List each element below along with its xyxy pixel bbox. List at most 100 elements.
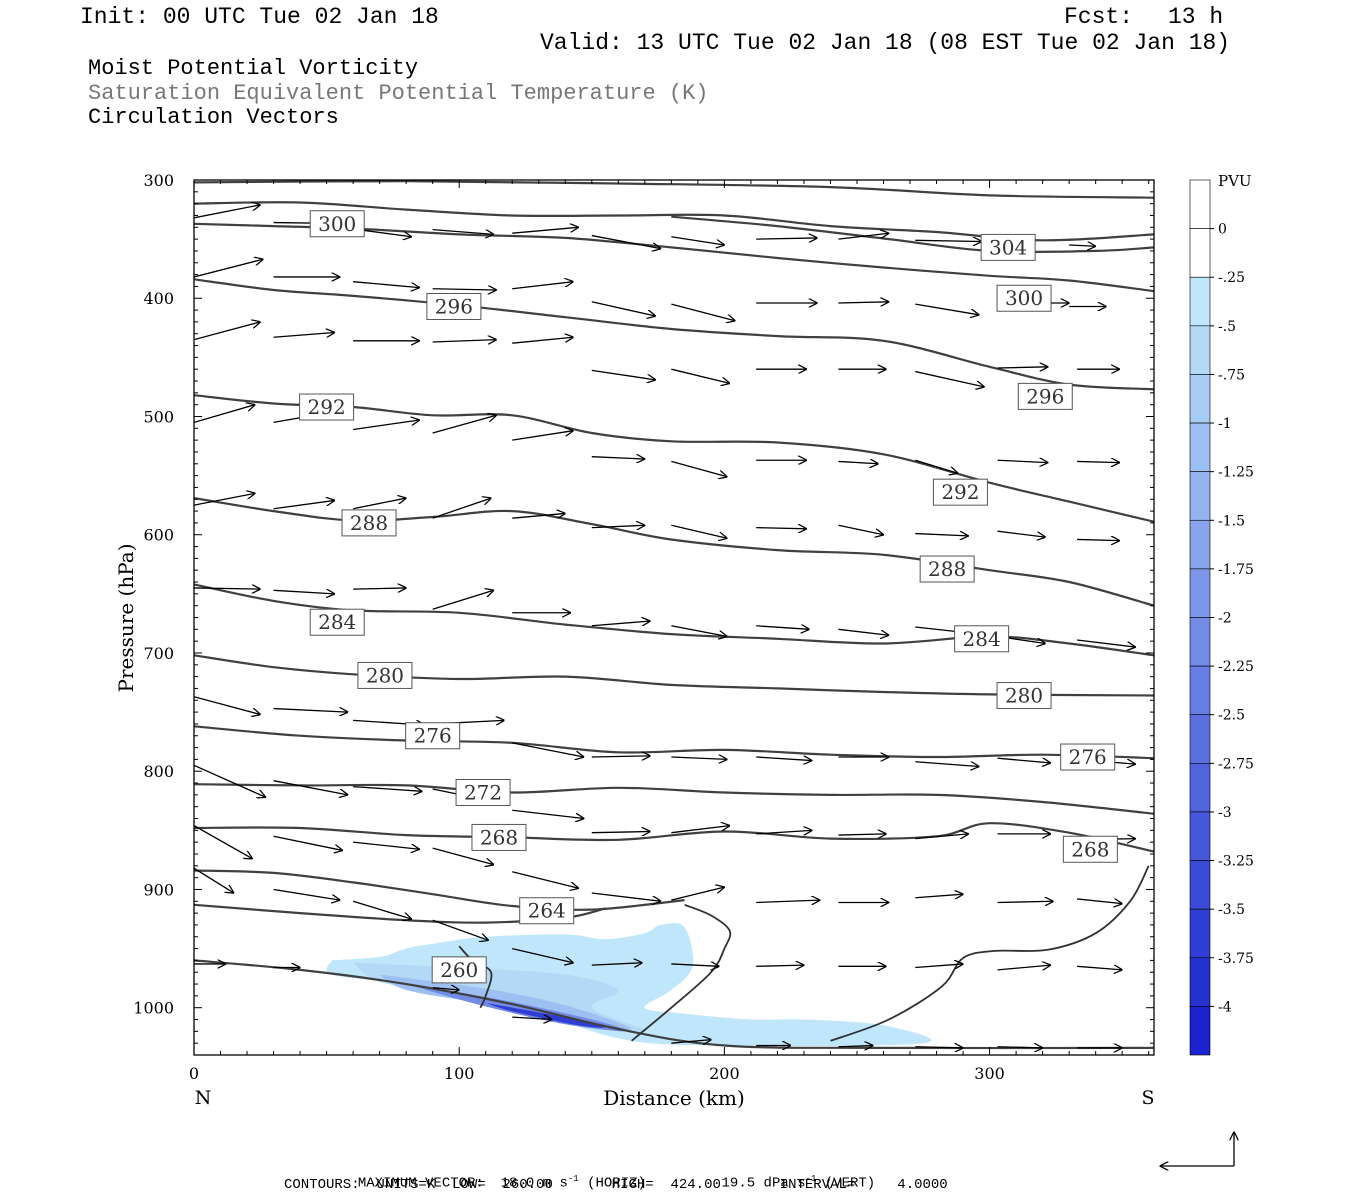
- contour-label: 292: [308, 395, 346, 419]
- circulation-vector: [838, 1046, 872, 1047]
- circulation-vector: [432, 289, 497, 290]
- circulation-vector: [512, 431, 573, 441]
- vert-tag: (VERT): [824, 1175, 876, 1192]
- circulation-vector: [591, 234, 661, 249]
- contour-label: 276: [414, 724, 452, 748]
- circulation-vector: [194, 405, 255, 424]
- footer-max-vector: MAXIMUM VECTOR: 18.0 m s-1 (HORIZ) 19.5 …: [341, 1158, 875, 1192]
- circulation-vector: [1077, 461, 1119, 462]
- circulation-vector: [997, 1047, 1043, 1048]
- circulation-vector: [194, 825, 252, 859]
- circulation-vector: [591, 963, 642, 965]
- circulation-vector: [756, 626, 809, 630]
- circulation-vector: [352, 900, 411, 919]
- colorbar-label: -.5: [1218, 319, 1236, 335]
- forecast-hour: 13 h: [1168, 4, 1224, 30]
- x-axis-label: Distance (km): [603, 1086, 745, 1110]
- y-tick-label: 300: [143, 171, 174, 190]
- circulation-vector: [273, 500, 335, 510]
- contour-label: 288: [350, 511, 388, 535]
- contour-label: 268: [1071, 837, 1109, 861]
- circulation-vector: [756, 900, 820, 902]
- horiz-tag: (HORIZ): [587, 1175, 646, 1192]
- colorbar-title: PVU: [1218, 172, 1252, 190]
- circulation-vector: [915, 964, 963, 968]
- circulation-vector: [756, 528, 806, 529]
- circulation-vector: [838, 233, 888, 240]
- circulation-vector: [432, 919, 489, 940]
- colorbar-swatch: [1189, 665, 1211, 716]
- circulation-vector: [591, 301, 656, 316]
- circulation-vector: [512, 809, 584, 818]
- colorbar-label: -4: [1218, 999, 1232, 1015]
- colorbar-label: -2.75: [1218, 756, 1254, 772]
- circulation-vector: [671, 368, 729, 383]
- circulation-vector: [432, 590, 494, 610]
- circulation-vector: [838, 628, 888, 635]
- contour-line-0: [194, 959, 1154, 1050]
- vert-exponent: -1: [805, 1174, 817, 1184]
- colorbar-swatch: [1189, 228, 1211, 278]
- circulation-vector: [432, 498, 491, 519]
- colorbar-swatch: [1189, 325, 1211, 375]
- footer-contours: CONTOURS: UNITS=K LOW= 260.00 HIGH= 424.…: [284, 1177, 948, 1193]
- circulation-vector: [997, 530, 1046, 537]
- circulation-vector: [273, 835, 343, 850]
- circulation-vector: [838, 834, 886, 835]
- contour-line-4: [194, 783, 1154, 815]
- y-axis-label: Pressure (hPa): [114, 544, 138, 693]
- circulation-vector: [353, 588, 406, 589]
- contour-line-21: [671, 215, 1154, 254]
- circulation-vector: [915, 894, 963, 898]
- contour-label: 288: [928, 557, 966, 581]
- colorbar-label: -3.25: [1218, 854, 1254, 870]
- circulation-vector: [671, 236, 724, 245]
- circulation-vector: [915, 240, 981, 241]
- circulation-vector: [1077, 898, 1122, 904]
- contour-label: 280: [1005, 684, 1043, 708]
- circulation-vector: [432, 340, 497, 342]
- contour-label-box: [309, 608, 365, 636]
- colorbar-label: -1.25: [1218, 465, 1254, 481]
- contour-label-box: [471, 823, 527, 851]
- colorbar-swatch: [1189, 471, 1211, 521]
- circulation-vector: [194, 493, 255, 506]
- circulation-vector: [591, 756, 650, 757]
- circulation-vector: [591, 457, 645, 459]
- circulation-vector: [194, 867, 234, 893]
- contour-label-box: [299, 393, 355, 421]
- init-time: Init: 00 UTC Tue 02 Jan 18: [80, 4, 439, 30]
- colorbar-label: -1: [1218, 416, 1232, 432]
- contour-label: 304: [989, 235, 1027, 259]
- circulation-vector: [915, 303, 979, 315]
- circulation-vector: [432, 847, 494, 865]
- contour-label: 280: [366, 663, 404, 687]
- contour-label: 272: [464, 781, 502, 805]
- circulation-vector: [352, 498, 406, 510]
- axes-layer: 0 100 200 300 300 400 500 600 700 800 900 1000: [133, 171, 1155, 1083]
- contour-label-box: [431, 956, 487, 984]
- circulation-vector: [353, 281, 419, 288]
- circulation-vector: [194, 764, 266, 797]
- circulation-vector: [512, 282, 573, 290]
- circulation-vector: [915, 534, 968, 536]
- colorbar: 0 -.25 -.5 -.75 -1 -1.25 -1.5 -1.75 -2 -2.25 -2.5 -…: [1189, 179, 1254, 1056]
- colorbar-swatch: [1189, 519, 1211, 570]
- circulation-vector: [591, 832, 650, 833]
- circulation-vector: [512, 1017, 552, 1019]
- x-tick-label: 100: [444, 1064, 475, 1083]
- pv-shading-layer: [326, 923, 932, 1046]
- circulation-vector: [997, 757, 1051, 763]
- colorbar-label: -2: [1218, 611, 1232, 627]
- circulation-vector: [671, 757, 727, 759]
- contour-label-box: [1060, 743, 1116, 771]
- contour-line-15: [194, 278, 1154, 391]
- contour-label: 264: [528, 899, 566, 923]
- contour-label: 276: [1069, 745, 1107, 769]
- colorbar-label: -3: [1218, 805, 1232, 821]
- circulation-vector: [353, 841, 419, 849]
- colorbar-label: -1.75: [1218, 562, 1254, 578]
- circulation-vector: [915, 1047, 963, 1048]
- circulation-vector: [194, 322, 260, 341]
- circulation-vector: [1069, 245, 1096, 246]
